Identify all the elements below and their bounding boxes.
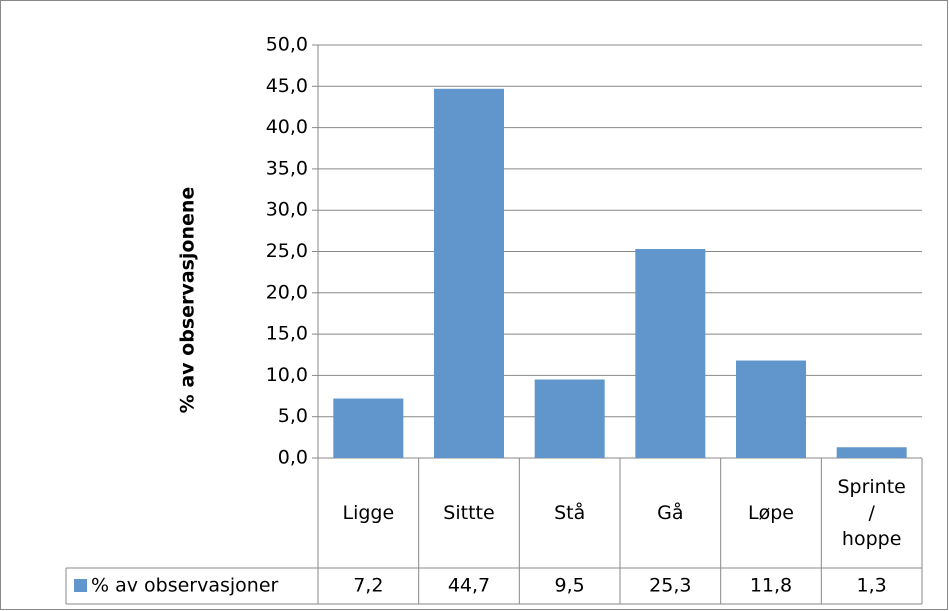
y-tick-label: 45,0 — [266, 75, 308, 97]
category-cell: Stå — [554, 502, 586, 524]
y-tick-label: 50,0 — [266, 34, 308, 56]
y-tick-label: 30,0 — [266, 199, 308, 221]
y-tick-label: 40,0 — [266, 116, 308, 138]
bar — [333, 398, 404, 458]
y-tick-label: 20,0 — [266, 281, 308, 303]
category-cell: Gå — [657, 502, 684, 524]
data-table-value: 11,8 — [750, 575, 792, 597]
x-tick-label: Ligge — [342, 502, 395, 524]
category-cell: Sprinte / hoppe — [837, 476, 906, 550]
bar — [736, 360, 806, 458]
data-table-value: 44,7 — [448, 575, 490, 597]
category-cell: Sittte — [443, 502, 495, 524]
category-cell: Ligge — [342, 502, 395, 524]
legend-swatch — [74, 579, 87, 592]
y-tick-label: 10,0 — [266, 364, 308, 386]
y-tick-label: 0,0 — [278, 447, 308, 469]
y-tick-label: 25,0 — [266, 240, 308, 262]
y-axis-title: % av observasjonene — [177, 187, 199, 414]
bar — [635, 249, 706, 458]
x-tick-label: Gå — [657, 502, 684, 524]
x-tick-label: Sittte — [443, 502, 495, 524]
bar — [836, 447, 907, 458]
data-table-value: 9,5 — [555, 575, 585, 597]
x-tick-label: Sprinte / hoppe — [837, 476, 906, 550]
category-cell: Løpe — [748, 502, 794, 524]
data-table-value: 7,2 — [353, 575, 383, 597]
data-table-value: 1,3 — [857, 575, 887, 597]
x-tick-label: Løpe — [748, 502, 794, 524]
bar — [534, 379, 605, 458]
x-tick-label: Stå — [554, 502, 586, 524]
y-tick-label: 15,0 — [266, 323, 308, 345]
bar — [434, 88, 504, 458]
y-tick-label: 35,0 — [266, 157, 308, 179]
y-tick-label: 5,0 — [278, 405, 308, 427]
data-table-value: 25,3 — [649, 575, 691, 597]
legend-label: % av observasjoner — [91, 575, 279, 597]
